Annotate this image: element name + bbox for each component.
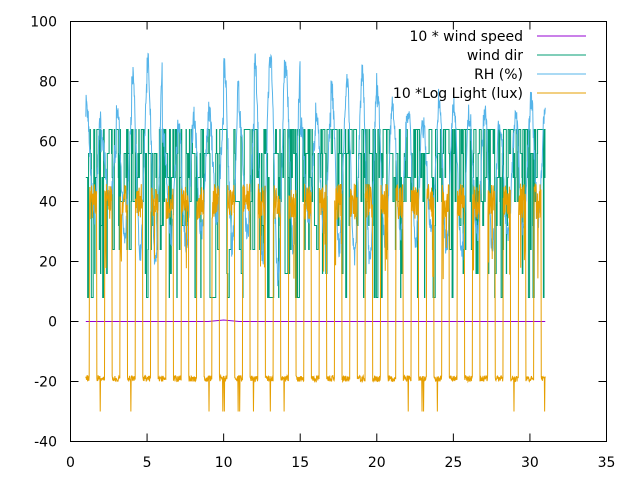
legend-label: wind dir: [467, 48, 523, 64]
x-tick-label: 15: [291, 455, 309, 471]
x-tick-label: 5: [143, 455, 152, 471]
y-tick-label: 60: [39, 135, 57, 151]
plot-frame: [70, 21, 607, 442]
legend-label: 10 * wind speed: [409, 29, 523, 45]
series-line-0: [85, 319, 546, 322]
y-tick-label: 100: [30, 15, 57, 31]
legend-label: RH (%): [474, 67, 523, 83]
x-tick-label: 25: [444, 455, 462, 471]
x-tick-label: 30: [521, 455, 539, 471]
x-tick-label: 10: [215, 455, 233, 471]
y-tick-label: -20: [34, 375, 57, 391]
series-line-2: [85, 52, 546, 287]
x-tick-label: 20: [368, 455, 386, 471]
y-tick-label: 40: [39, 195, 57, 211]
series-layer: [85, 52, 546, 412]
y-tick-label: 0: [48, 315, 57, 331]
y-tick-label: 20: [39, 255, 57, 271]
x-tick-label: 35: [598, 455, 616, 471]
x-tick-label: 0: [66, 455, 75, 471]
legend-label: 10 *Log Light (lux): [393, 86, 523, 102]
series-line-3: [85, 183, 546, 412]
y-tick-label: -40: [34, 435, 57, 451]
ticks-layer: 0 5 10 15 20 25 30 35 -40 -20 0 20 40 60 80 100: [30, 15, 615, 472]
legend: 10 * wind speed wind dir RH (%) 10 *Log Lig…: [393, 29, 586, 102]
y-tick-label: 80: [39, 75, 57, 91]
